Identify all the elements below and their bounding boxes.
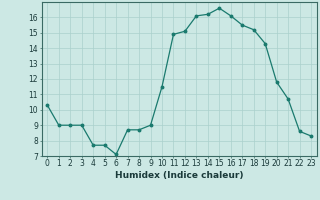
X-axis label: Humidex (Indice chaleur): Humidex (Indice chaleur) — [115, 171, 244, 180]
